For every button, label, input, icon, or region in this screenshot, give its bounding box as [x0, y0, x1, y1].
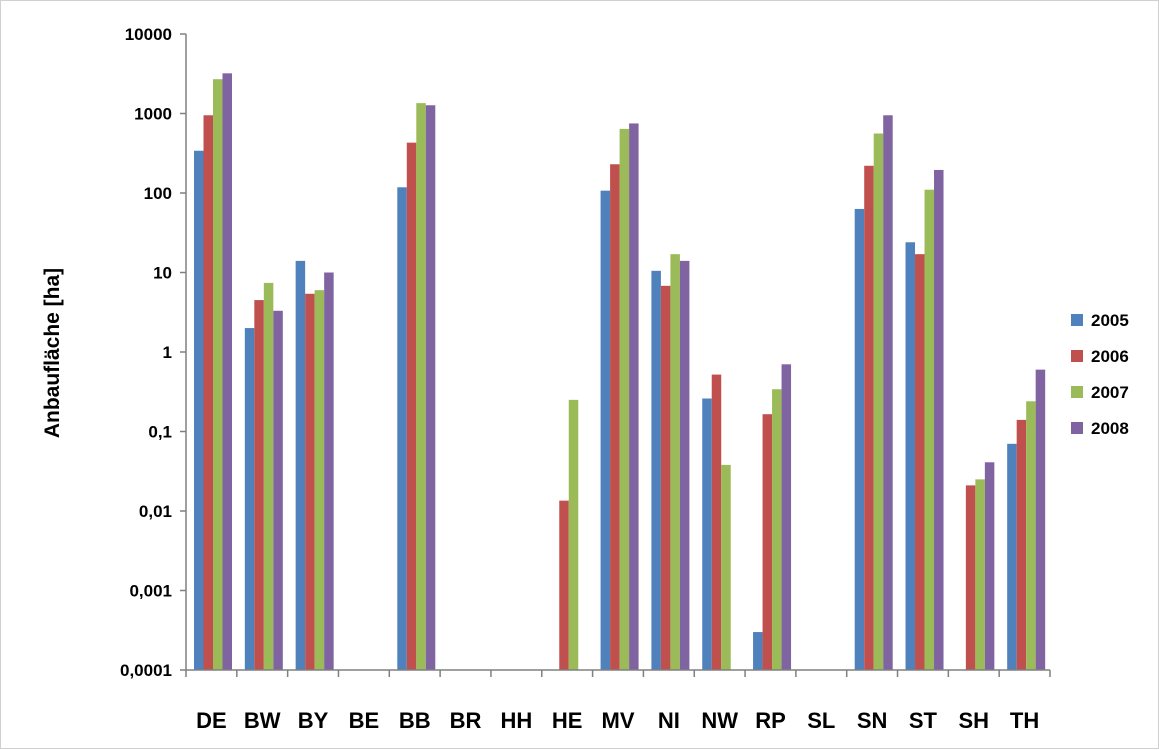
- bar-2007-MV: [619, 128, 630, 670]
- y-tick-label: 0,1: [148, 423, 172, 442]
- y-tick-label: 1000: [134, 105, 172, 124]
- bar-2007-TH: [1026, 401, 1036, 670]
- y-tick-label: 0,01: [139, 502, 172, 521]
- bar-2006-MV: [610, 164, 620, 671]
- bar-2007-NW: [721, 464, 731, 670]
- legend-swatch-2008: [1071, 422, 1083, 434]
- bar-2006-HE: [559, 500, 569, 670]
- bar-2005-DE: [194, 150, 204, 670]
- bar-2008-SN: [883, 115, 893, 670]
- bar-2006-RP: [762, 414, 773, 670]
- bar-2007-BB: [416, 103, 426, 670]
- bar-2005-BW: [244, 328, 255, 670]
- legend-label-2005: 2005: [1091, 311, 1129, 330]
- bar-2006-BY: [305, 293, 315, 670]
- y-tick-label: 10: [153, 264, 172, 283]
- bar-2006-ST: [915, 254, 925, 670]
- bar-2005-BB: [397, 187, 407, 670]
- bar-2007-DE: [213, 79, 223, 670]
- bar-2008-BB: [425, 105, 436, 670]
- y-axis-ticks: 0,0001 0,001 0,01 0,1 1 10 100 1000 10000: [120, 25, 186, 680]
- x-tick-label: BB: [399, 708, 431, 733]
- y-tick-label: 100: [144, 184, 172, 203]
- x-tick-label: BR: [450, 708, 482, 733]
- bar-2006-NW: [711, 374, 722, 670]
- bar-2005-SN: [854, 208, 865, 670]
- bar-2006-NI: [660, 285, 671, 670]
- x-axis-ticks: DE BW BY BE BB BR HH HE MV NI NW RP SL SN ST SH TH: [185, 670, 1051, 733]
- bar-2008-MV: [629, 123, 639, 671]
- bar-2006-SN: [864, 165, 874, 670]
- bar-2005-TH: [1007, 443, 1017, 670]
- x-tick-label: RP: [755, 708, 786, 733]
- legend-label-2006: 2006: [1091, 347, 1129, 366]
- x-tick-label: ST: [909, 708, 938, 733]
- x-tick-label: HH: [500, 708, 532, 733]
- bar-2005-MV: [600, 190, 611, 670]
- bar-2008-ST: [934, 169, 944, 670]
- bar-2008-TH: [1035, 369, 1046, 670]
- x-tick-label: MV: [602, 708, 635, 733]
- legend-label-2008: 2008: [1091, 419, 1129, 438]
- bar-2008-BW: [273, 310, 283, 670]
- x-tick-label: SN: [857, 708, 888, 733]
- bar-2006-SH: [965, 485, 976, 670]
- bar-2008-NI: [679, 260, 690, 670]
- bar-2008-RP: [781, 364, 792, 670]
- bar-2007-BW: [263, 282, 274, 670]
- y-axis-label: Anbaufläche [ha]: [41, 268, 64, 438]
- bar-2007-BY: [314, 290, 325, 670]
- bars: [194, 73, 1046, 671]
- y-tick-label: 0,001: [129, 582, 172, 601]
- bar-2005-ST: [905, 242, 916, 671]
- bar-2008-BY: [324, 272, 334, 670]
- bar-2005-RP: [753, 632, 763, 670]
- bar-2007-HE: [568, 399, 579, 670]
- bar-2006-TH: [1016, 419, 1027, 670]
- bar-2007-ST: [924, 189, 935, 670]
- bar-2007-SH: [975, 479, 985, 670]
- y-tick-label: 10000: [125, 25, 172, 44]
- bar-2007-NI: [670, 254, 680, 670]
- x-tick-label: BE: [349, 708, 380, 733]
- x-tick-label: TH: [1010, 708, 1039, 733]
- x-tick-label: HE: [552, 708, 583, 733]
- y-tick-label: 0,0001: [120, 661, 172, 680]
- x-tick-label: NI: [658, 708, 680, 733]
- legend-swatch-2005: [1071, 314, 1083, 326]
- bar-2006-BW: [254, 300, 264, 670]
- x-tick-label: SL: [807, 708, 835, 733]
- legend-swatch-2007: [1071, 386, 1083, 398]
- legend-label-2007: 2007: [1091, 383, 1129, 402]
- bar-2005-NI: [651, 270, 661, 670]
- bar-2008-SH: [984, 462, 995, 670]
- legend: 2005 2006 2007 2008: [1071, 311, 1129, 438]
- bar-2008-DE: [222, 73, 232, 670]
- bar-2007-SN: [873, 133, 884, 671]
- bar-2006-BB: [406, 142, 417, 670]
- bar-2007-RP: [772, 389, 782, 670]
- x-tick-label: BW: [244, 708, 281, 733]
- legend-swatch-2006: [1071, 350, 1083, 362]
- x-tick-label: BY: [298, 708, 329, 733]
- bar-2005-NW: [702, 398, 712, 670]
- x-tick-label: NW: [701, 708, 738, 733]
- x-tick-label: DE: [196, 708, 227, 733]
- y-tick-label: 1: [163, 343, 172, 362]
- bar-2005-BY: [295, 260, 306, 670]
- bar-2006-DE: [203, 115, 213, 670]
- x-tick-label: SH: [958, 708, 989, 733]
